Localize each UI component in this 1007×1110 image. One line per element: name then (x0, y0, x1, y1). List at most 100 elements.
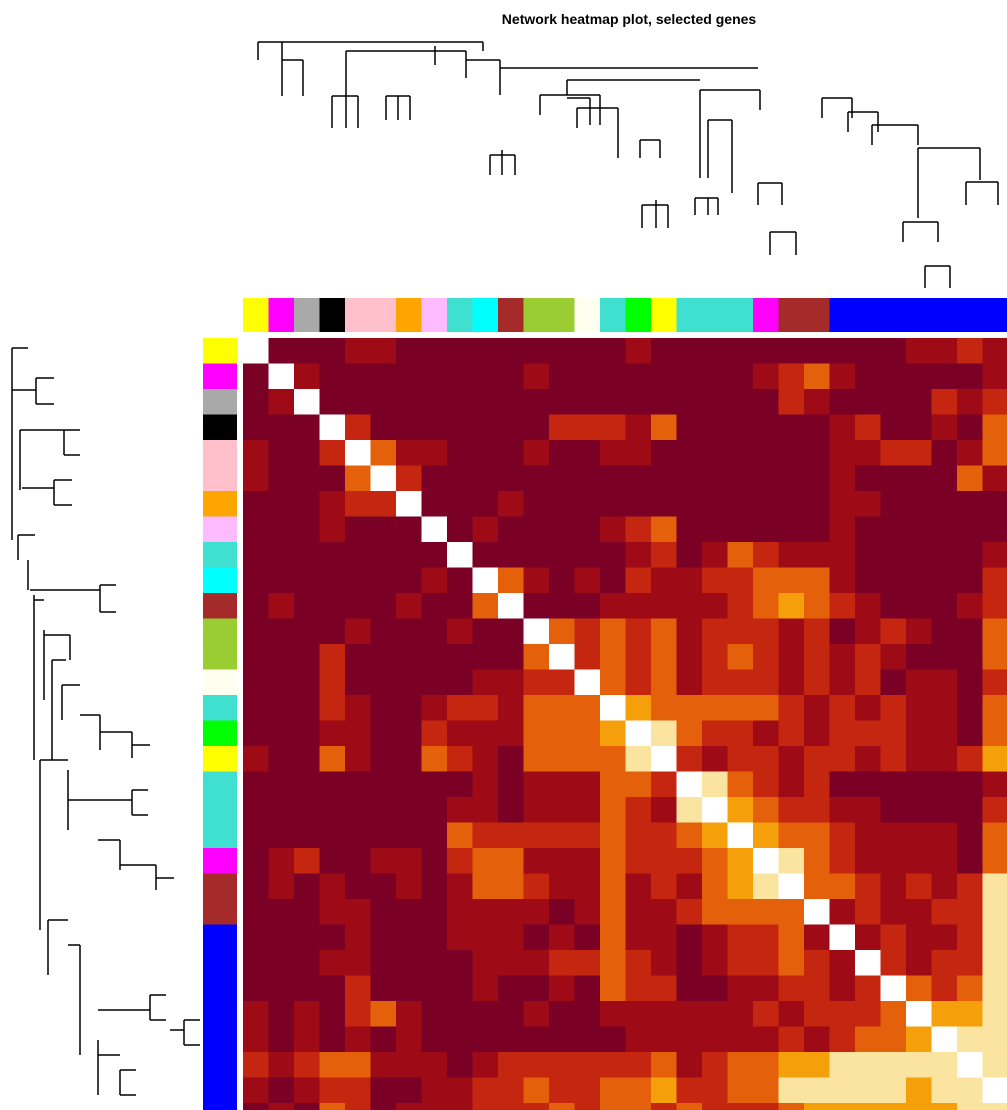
heatmap-cell (574, 414, 601, 441)
heatmap-cell (625, 440, 652, 467)
heatmap-cell (421, 1103, 448, 1110)
heatmap-cell (931, 644, 958, 671)
heatmap-cell (982, 899, 1007, 926)
heatmap-cell (880, 414, 907, 441)
heatmap-cell (447, 491, 474, 518)
heatmap-cell (523, 567, 550, 594)
heatmap-cell (727, 1026, 754, 1053)
heatmap-cell (370, 618, 397, 645)
heatmap-cell (931, 1026, 958, 1053)
heatmap-cell (931, 338, 958, 365)
heatmap-cell (294, 338, 321, 365)
heatmap-cell (345, 389, 372, 416)
heatmap-cell (651, 950, 678, 977)
module-color-blue (855, 298, 882, 332)
heatmap-cell (906, 899, 933, 926)
module-color-black (319, 298, 346, 332)
heatmap-cell (294, 720, 321, 747)
heatmap-cell (702, 440, 729, 467)
heatmap-cell (625, 644, 652, 671)
heatmap-cell (243, 618, 270, 645)
heatmap-cell (447, 873, 474, 900)
heatmap-cell (345, 644, 372, 671)
heatmap-cell (447, 618, 474, 645)
heatmap-cell (906, 1077, 933, 1104)
heatmap-cell (574, 363, 601, 390)
heatmap-cell (778, 746, 805, 773)
heatmap-cell (574, 1103, 601, 1110)
heatmap-cell (676, 848, 703, 875)
heatmap-cell (906, 465, 933, 492)
heatmap-cell (880, 720, 907, 747)
heatmap-cell (243, 899, 270, 926)
heatmap-cell (727, 899, 754, 926)
heatmap-cell (829, 1103, 856, 1110)
heatmap-cell (396, 491, 423, 518)
heatmap-cell (549, 975, 576, 1002)
heatmap-cell (676, 542, 703, 569)
heatmap-cell (268, 669, 295, 696)
heatmap-cell (957, 1077, 984, 1104)
heatmap-cell (676, 567, 703, 594)
heatmap-cell (982, 975, 1007, 1002)
heatmap-cell (243, 669, 270, 696)
heatmap-cell (421, 924, 448, 951)
heatmap-cell (855, 1077, 882, 1104)
heatmap-cell (600, 669, 627, 696)
heatmap-cell (498, 797, 525, 824)
heatmap-cell (778, 618, 805, 645)
module-color-brown (203, 873, 237, 900)
heatmap-cell (243, 389, 270, 416)
heatmap-cell (268, 567, 295, 594)
heatmap-cell (600, 950, 627, 977)
heatmap-cell (421, 618, 448, 645)
module-color-brown (778, 298, 805, 332)
heatmap-cell (421, 950, 448, 977)
heatmap-cell (472, 1077, 499, 1104)
heatmap-cell (804, 440, 831, 467)
heatmap-cell (829, 644, 856, 671)
heatmap-cell (396, 1001, 423, 1028)
module-color-yellow (651, 298, 678, 332)
heatmap-cell (676, 695, 703, 722)
heatmap-cell (778, 1001, 805, 1028)
heatmap-cell (804, 797, 831, 824)
heatmap-cell (549, 465, 576, 492)
heatmap-cell (829, 440, 856, 467)
heatmap-cell (625, 669, 652, 696)
heatmap-cell (600, 363, 627, 390)
heatmap-cell (855, 363, 882, 390)
heatmap-cell (574, 338, 601, 365)
heatmap-cell (855, 516, 882, 543)
heatmap-cell (855, 924, 882, 951)
heatmap-cell (906, 1026, 933, 1053)
heatmap-cell (727, 363, 754, 390)
heatmap-cell (319, 771, 346, 798)
heatmap-cell (396, 542, 423, 569)
heatmap-cell (982, 644, 1007, 671)
module-color-blue (829, 298, 856, 332)
heatmap-cell (268, 1103, 295, 1110)
heatmap-cell (804, 899, 831, 926)
heatmap-cell (829, 1077, 856, 1104)
heatmap-cell (294, 618, 321, 645)
heatmap-cell (804, 720, 831, 747)
heatmap-cell (243, 848, 270, 875)
heatmap-cell (498, 567, 525, 594)
module-color-cyan (472, 298, 499, 332)
heatmap-cell (931, 363, 958, 390)
heatmap-cell (651, 797, 678, 824)
heatmap-cell (345, 1001, 372, 1028)
heatmap-cell (778, 1026, 805, 1053)
heatmap-cell (957, 1052, 984, 1079)
heatmap-cell (804, 771, 831, 798)
heatmap-cell (804, 669, 831, 696)
heatmap-cell (957, 593, 984, 620)
heatmap-cell (753, 669, 780, 696)
heatmap-cell (651, 516, 678, 543)
heatmap-cell (906, 720, 933, 747)
heatmap-cell (472, 567, 499, 594)
heatmap-cell (676, 440, 703, 467)
heatmap-cell (778, 567, 805, 594)
heatmap-cell (880, 848, 907, 875)
